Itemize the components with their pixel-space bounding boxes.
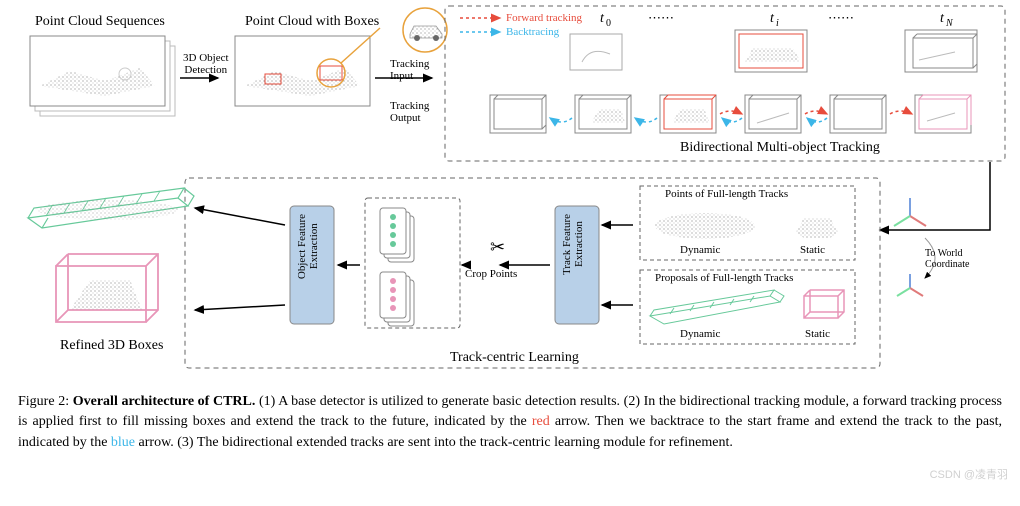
lbl-crop: Crop Points [465,268,517,280]
lbl-tcl: Track-centric Learning [450,350,579,366]
lbl-prt: Proposals of Full-length Tracks [655,272,793,284]
cap-red: red [532,414,550,429]
refined-dynamic-box [28,188,194,228]
lbl-dyn2: Dynamic [680,328,720,340]
cap-blue: blue [111,435,135,450]
svg-text:✂: ✂ [490,237,505,257]
lbl-ti: Tracking Input [390,58,429,82]
svg-text:t: t [940,11,945,26]
lbl-bmot: Bidirectional Multi-object Tracking [680,140,880,156]
svg-text:t: t [770,11,775,26]
lbl-to: Tracking Output [390,100,429,124]
lbl-tfe: Track Feature Extraction [561,214,585,275]
svg-text:N: N [945,18,954,29]
point-cloud-sequences [30,36,175,116]
lbl-sta2: Static [805,328,830,340]
figure-caption: Figure 2: Overall architecture of CTRL. … [18,392,1002,453]
svg-text:t: t [600,11,605,26]
svg-text:i: i [776,18,779,29]
svg-text:⋯⋯: ⋯⋯ [648,10,674,25]
lbl-world: To World Coordinate [925,248,969,270]
cap-t3: arrow. (3) The bidirectional extended tr… [135,435,733,450]
cap-pre: Figure 2: [18,394,73,409]
svg-text:⋯⋯: ⋯⋯ [828,10,854,25]
lbl-ofe: Object Feature Extraction [296,214,320,279]
lbl-dyn1: Dynamic [680,244,720,256]
point-cloud-boxes [235,28,380,106]
svg-text:0: 0 [606,18,611,29]
lbl-fwd: Forward tracking [506,12,582,24]
refined-static-box [56,254,158,322]
lbl-refined: Refined 3D Boxes [60,338,163,354]
lbl-pcb: Point Cloud with Boxes [245,14,379,30]
cap-bold: Overall architecture of CTRL. [73,394,256,409]
lbl-back: Backtracing [506,26,559,38]
watermark: CSDN @凌青羽 [930,466,1008,482]
lbl-det: 3D Object Detection [183,52,229,76]
lbl-pcs: Point Cloud Sequences [35,14,165,30]
lbl-pft: Points of Full-length Tracks [665,188,788,200]
lbl-sta1: Static [800,244,825,256]
